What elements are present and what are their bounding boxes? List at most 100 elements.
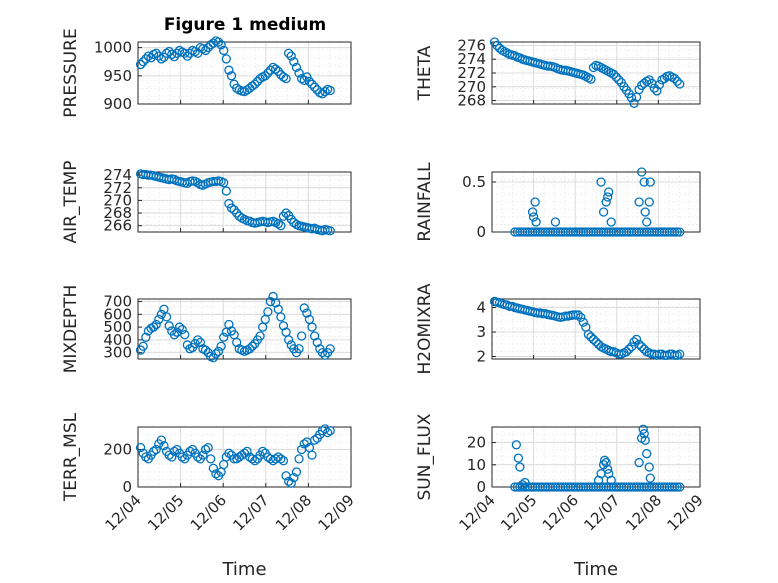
data-point (193, 335, 203, 345)
data-point (164, 321, 174, 331)
x-axis-label: Time (221, 559, 266, 580)
data-point (317, 347, 328, 358)
axes-box (137, 41, 352, 105)
data-point (325, 344, 335, 354)
data-point (174, 45, 185, 56)
data-point (302, 72, 312, 82)
data-point (224, 448, 234, 458)
data-point (206, 454, 216, 464)
data-point (135, 59, 146, 70)
data-point (263, 68, 273, 78)
data-point (216, 341, 226, 351)
data-point (606, 475, 616, 485)
data-point (250, 79, 260, 89)
data-point (219, 45, 229, 56)
data-point (639, 177, 649, 187)
y-axis-label: TERR_MSL (61, 412, 81, 502)
y-tick-label: 400 (103, 331, 132, 349)
data-point (232, 83, 242, 93)
data-point (527, 207, 538, 217)
y-tick-label: 3 (476, 323, 486, 341)
y-tick-label: 272 (457, 64, 486, 82)
data-point (675, 79, 685, 89)
data-point (245, 344, 255, 354)
data-point (224, 319, 234, 330)
data-point (213, 37, 224, 47)
data-point (644, 462, 654, 472)
y-tick-label: 274 (103, 166, 132, 184)
data-point (276, 454, 286, 464)
data-point (278, 456, 289, 466)
y-axis-label: MIXDEPTH (61, 285, 81, 374)
data-point (309, 331, 320, 341)
x-tick-label: 12/07 (580, 491, 623, 534)
data-point (601, 197, 611, 207)
data-point (224, 65, 234, 75)
data-point (148, 322, 159, 332)
data-point (169, 330, 180, 340)
x-tick-label: 12/08 (272, 491, 315, 534)
data-point (634, 197, 644, 207)
y-tick-label: 500 (103, 318, 132, 336)
data-point (520, 477, 530, 488)
data-point (211, 349, 221, 359)
data-point (208, 463, 218, 473)
data-point (675, 227, 685, 237)
data-point (609, 69, 619, 80)
data-point (260, 71, 270, 81)
data-point (606, 217, 616, 227)
axes-box (491, 171, 701, 233)
data-point (639, 429, 649, 439)
axes-box (137, 171, 352, 233)
data-point (291, 467, 302, 477)
x-axis-label: Time (573, 559, 618, 580)
data-point (161, 48, 172, 58)
y-tick-label: 4 (476, 299, 486, 317)
data-point (198, 450, 208, 460)
x-tick-label: 12/09 (664, 491, 707, 534)
y-axis-label: PRESSURE (61, 28, 81, 117)
subplot-rainfall: 0 0.5 RAINFALL (415, 162, 701, 242)
data-point (219, 178, 229, 188)
x-tick-label: 12/04 (456, 491, 499, 534)
y-tick-label: 270 (457, 78, 486, 96)
data-point (517, 480, 528, 490)
data-point (492, 40, 502, 51)
data-point (260, 314, 270, 325)
data-point (182, 51, 193, 61)
y-tick-label: 0 (122, 478, 132, 496)
y-tick-label: 600 (103, 305, 132, 323)
data-point (200, 444, 211, 455)
data-point (637, 342, 647, 352)
data-point (177, 324, 187, 335)
data-point (281, 208, 291, 218)
data-point (278, 72, 289, 82)
data-point (325, 426, 335, 436)
data-point (232, 337, 242, 348)
data-point (159, 441, 169, 451)
y-axis-label: RAINFALL (415, 162, 435, 242)
y-tick-label: 1000 (94, 39, 132, 57)
data-point (193, 48, 203, 58)
axes-box (491, 41, 701, 105)
data-point (213, 346, 224, 356)
data-point (268, 291, 278, 302)
data-point (229, 205, 239, 215)
axes-box (491, 426, 701, 488)
data-point (276, 312, 286, 322)
data-point (151, 319, 161, 330)
subplot-pressure: 900 950 1000 PRESSURE (61, 28, 352, 118)
data-point (296, 73, 307, 84)
data-point (167, 49, 177, 60)
data-point (141, 54, 151, 64)
data-point (672, 227, 682, 237)
data-point (278, 211, 289, 221)
data-point (312, 337, 322, 348)
y-tick-label: 268 (457, 92, 486, 110)
data-point (307, 450, 317, 460)
data-point (586, 74, 596, 84)
data-point (286, 478, 296, 488)
data-point (143, 51, 154, 61)
data-point (296, 331, 307, 341)
